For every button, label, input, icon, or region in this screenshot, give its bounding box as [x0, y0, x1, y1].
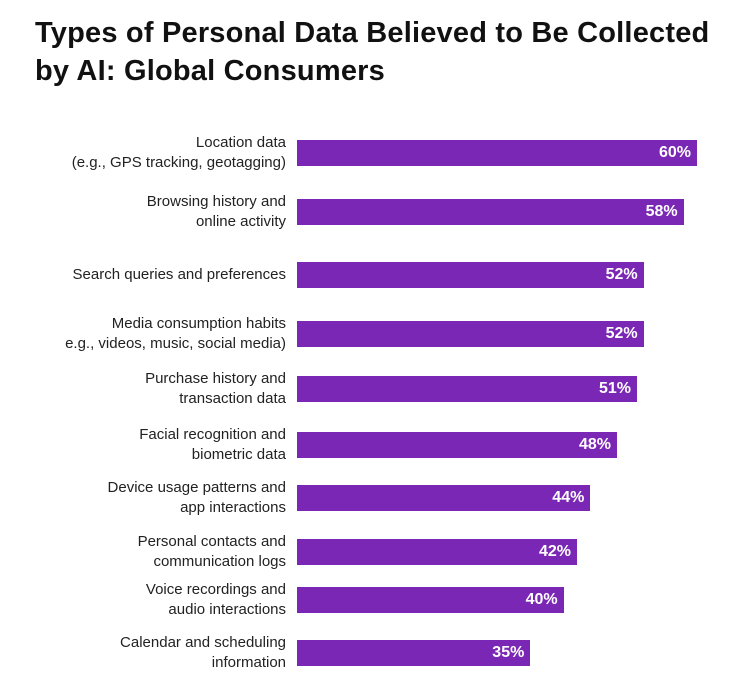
category-label-line: transaction data — [179, 390, 286, 407]
data-label: 40% — [525, 591, 558, 608]
category-label-line: Calendar and scheduling — [120, 634, 286, 651]
data-label: 60% — [658, 144, 691, 161]
category-label: Personal contacts and communication logs — [0, 532, 286, 572]
category-label-line: app interactions — [180, 499, 286, 516]
bar: 48% — [297, 432, 617, 458]
data-label: 48% — [578, 436, 611, 453]
data-label: 52% — [605, 266, 638, 283]
category-label-line: Purchase history and — [145, 370, 286, 387]
category-label-line: Browsing history and — [146, 193, 286, 210]
category-label-line: biometric data — [191, 446, 286, 463]
category-label-line: Media consumption habits — [111, 315, 286, 332]
data-label: 52% — [605, 325, 638, 342]
bar: 42% — [297, 539, 577, 565]
category-label: Browsing history and online activity — [0, 192, 286, 232]
category-label-line: e.g., videos, music, social media) — [65, 335, 286, 352]
category-label: Facial recognition and biometric data — [0, 425, 286, 465]
category-label: Device usage patterns and app interaction… — [0, 478, 286, 518]
bar: 35% — [297, 640, 531, 666]
chart-title: Types of Personal Data Believed to Be Co… — [35, 17, 710, 87]
data-label: 51% — [598, 380, 631, 397]
bar: 51% — [297, 376, 637, 402]
bar: 52% — [297, 321, 644, 347]
bar: 44% — [297, 485, 591, 511]
category-label-line: Device usage patterns and — [107, 479, 286, 496]
data-label: 44% — [552, 489, 585, 506]
data-label: 58% — [645, 203, 678, 220]
category-label: Media consumption habits e.g., videos, mu… — [0, 314, 286, 354]
category-label: Search queries and preferences — [0, 265, 286, 285]
bar: 52% — [297, 262, 644, 288]
category-label-line: (e.g., GPS tracking, geotagging) — [71, 154, 286, 171]
category-label: Location data (e.g., GPS tracking, geotag… — [0, 133, 286, 173]
category-label-line: Facial recognition and — [139, 426, 286, 443]
category-label-line: Voice recordings and — [145, 581, 286, 598]
category-label-line: Personal contacts and — [137, 533, 286, 550]
category-label-line: Search queries and preferences — [72, 266, 286, 283]
category-label: Purchase history and transaction data — [0, 369, 286, 409]
category-label: Calendar and scheduling information — [0, 633, 286, 673]
bar: 58% — [297, 199, 684, 225]
category-label-line: communication logs — [153, 553, 286, 570]
category-label: Voice recordings and audio interactions — [0, 580, 286, 620]
data-label: 42% — [538, 543, 571, 560]
category-label-line: online activity — [195, 213, 286, 230]
category-label-line: Location data — [195, 134, 286, 151]
category-label-line: audio interactions — [168, 601, 286, 618]
category-label-line: information — [211, 654, 286, 671]
bar: 40% — [297, 587, 564, 613]
bar: 60% — [297, 140, 697, 166]
data-label: 35% — [492, 644, 525, 661]
